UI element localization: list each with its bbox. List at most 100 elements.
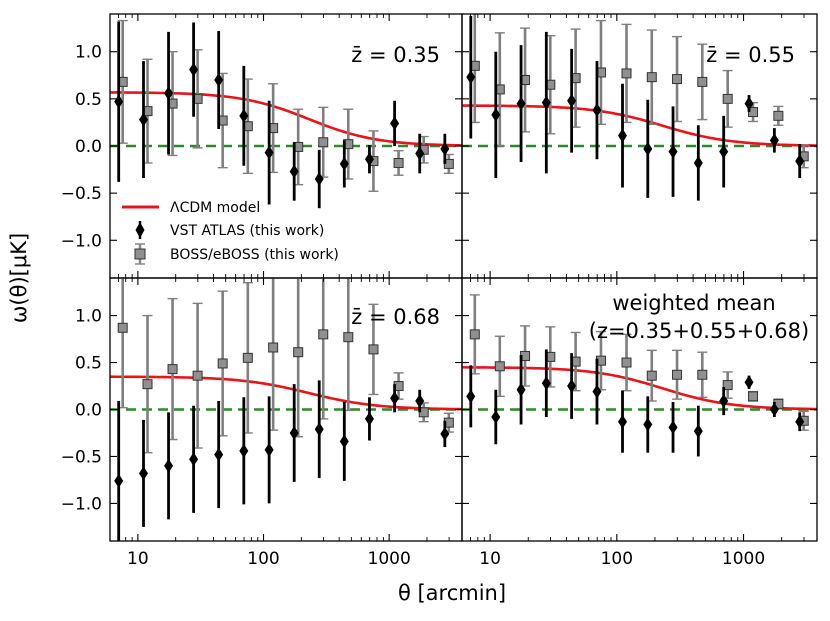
- vst-point: [795, 154, 805, 169]
- x-tick-label: 10: [127, 549, 149, 569]
- y-tick-label: −0.5: [61, 447, 102, 467]
- boss-point: [722, 93, 733, 104]
- y-tick-label: −1.0: [61, 231, 102, 251]
- vst-point: [239, 108, 249, 123]
- vst-point: [491, 410, 501, 425]
- panel-top-right: z̄ = 0.55: [461, 13, 818, 279]
- vst-point: [516, 382, 526, 397]
- boss-point: [242, 352, 253, 363]
- boss-point: [672, 369, 683, 380]
- vst-point: [795, 414, 805, 429]
- boss-point: [621, 68, 632, 79]
- boss-point: [748, 391, 759, 402]
- x-tick-label: 100: [601, 549, 633, 569]
- vst-point: [289, 425, 299, 440]
- legend: ΛCDM model VST ATLAS (this work) BOSS/eB…: [122, 200, 339, 265]
- boss-point: [268, 342, 279, 353]
- vst-point: [364, 152, 374, 167]
- panel-annotation: z̄ = 0.35: [351, 43, 440, 67]
- vst-point: [769, 402, 779, 417]
- vst-point: [264, 145, 274, 160]
- boss-point: [494, 361, 505, 372]
- plot-area: [110, 278, 462, 541]
- vst-point: [440, 426, 450, 441]
- vst-point: [567, 379, 577, 394]
- vst-point: [164, 458, 174, 473]
- boss-point: [722, 380, 733, 391]
- boss-point: [318, 329, 329, 340]
- vst-point: [289, 164, 299, 179]
- legend-boss-label: BOSS/eBOSS (this work): [170, 247, 339, 263]
- vst-point: [114, 94, 124, 109]
- y-tick-label: 1.0: [75, 43, 102, 63]
- y-tick-label: −0.5: [61, 184, 102, 204]
- vst-point: [541, 95, 551, 110]
- vst-point: [390, 116, 400, 131]
- vst-point: [314, 172, 324, 186]
- y-tick-label: 0.0: [75, 401, 102, 421]
- y-tick-label: 0.0: [75, 137, 102, 157]
- vst-point: [668, 420, 678, 435]
- lcdm-model-curve: [110, 375, 462, 411]
- legend-vst-label: VST ATLAS (this work): [170, 223, 324, 239]
- panel-bottom-left: 10 100 1000 −1.0 −0.5 0.0 0.5 1.0 z̄ = 0.68: [61, 277, 463, 569]
- y-tick-label: 1.0: [75, 307, 102, 327]
- boss-point: [697, 369, 708, 380]
- panel-annotation-line2: (z=0.35+0.55+0.68): [589, 319, 809, 343]
- vst-point: [643, 417, 653, 432]
- plot-area: [462, 14, 817, 201]
- lcdm-model-curve: [462, 366, 817, 411]
- vst-point: [214, 73, 224, 87]
- panel-top-left: −1.0 −0.5 0.0 0.5 1.0 z̄ = 0.35: [61, 13, 463, 279]
- boss-point: [192, 370, 203, 381]
- plot-area: [462, 294, 817, 457]
- lcdm-model-curve: [110, 91, 462, 147]
- vst-point: [719, 144, 729, 159]
- vst-point: [769, 133, 779, 148]
- vst-point: [668, 144, 678, 159]
- vst-point: [516, 96, 526, 111]
- lcdm-model-curve: [462, 104, 817, 147]
- vst-point: [415, 394, 425, 409]
- y-tick-label: −1.0: [61, 494, 102, 514]
- vst-point: [415, 146, 425, 161]
- legend-boss-marker: [134, 248, 146, 260]
- boss-point: [217, 358, 228, 369]
- vst-point: [719, 394, 729, 409]
- panel-annotation: weighted mean: [612, 291, 775, 315]
- boss-point: [672, 74, 683, 85]
- boss-point: [117, 322, 128, 333]
- vst-point: [744, 375, 754, 390]
- boss-point: [343, 332, 354, 343]
- vst-point: [314, 422, 324, 437]
- boss-point: [697, 76, 708, 87]
- vst-point: [364, 411, 374, 426]
- vst-point: [440, 141, 450, 156]
- vst-point: [466, 389, 476, 404]
- vst-point: [491, 107, 501, 122]
- vst-point: [466, 70, 476, 85]
- boss-point: [167, 364, 178, 375]
- vst-point: [164, 86, 174, 101]
- x-tick-label: 1000: [722, 549, 765, 569]
- boss-point: [142, 379, 153, 390]
- x-tick-label: 10: [479, 549, 501, 569]
- x-tick-label: 100: [247, 549, 279, 569]
- x-axis-label: θ [arcmin]: [398, 581, 506, 605]
- vst-point: [189, 452, 199, 467]
- boss-point: [621, 357, 632, 368]
- boss-point: [293, 347, 304, 358]
- legend-vst-marker: [135, 222, 145, 238]
- vst-point: [138, 466, 148, 481]
- boss-point: [368, 344, 379, 355]
- vst-point: [618, 128, 628, 143]
- panel-annotation: z̄ = 0.68: [351, 305, 440, 329]
- boss-point: [646, 370, 657, 381]
- y-tick-label: 0.5: [75, 90, 102, 110]
- vst-point: [189, 62, 199, 77]
- vst-point: [138, 112, 148, 127]
- boss-point: [773, 110, 784, 121]
- legend-model-label: ΛCDM model: [170, 200, 260, 216]
